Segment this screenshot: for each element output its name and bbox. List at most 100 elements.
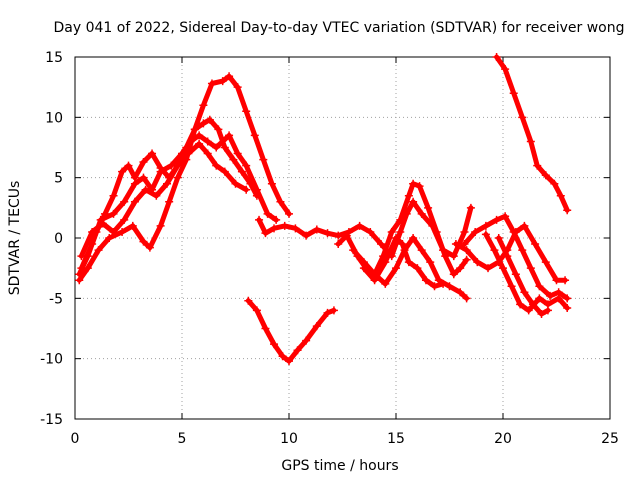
data-point — [263, 209, 272, 218]
data-point — [366, 227, 375, 236]
data-point — [242, 185, 251, 194]
data-point — [430, 282, 439, 291]
data-point — [392, 264, 400, 273]
data-point — [426, 258, 435, 267]
data-point — [473, 258, 482, 267]
data-point — [456, 264, 465, 273]
data-point — [445, 282, 454, 291]
data-point — [323, 308, 332, 317]
data-point — [409, 234, 418, 242]
data-point — [156, 167, 165, 176]
data-point — [528, 300, 537, 309]
y-tick-label: -15 — [40, 412, 63, 428]
data-point — [404, 191, 413, 200]
data-point — [413, 264, 422, 273]
data-point — [526, 137, 535, 146]
y-tick-label: -5 — [49, 291, 63, 307]
data-point — [278, 352, 287, 361]
series-line — [453, 223, 568, 283]
series-line — [78, 117, 260, 259]
data-point — [561, 276, 570, 285]
data-point — [563, 294, 572, 303]
data-point — [302, 336, 311, 345]
data-point — [471, 227, 480, 236]
data-point — [424, 203, 433, 212]
data-point — [94, 246, 103, 255]
series-line — [256, 199, 474, 259]
data-point — [139, 157, 148, 166]
data-point — [441, 252, 450, 261]
data-point — [139, 237, 148, 246]
data-point — [220, 143, 229, 152]
data-point — [120, 215, 129, 224]
data-point — [520, 221, 529, 230]
x-tick-label: 10 — [280, 431, 298, 447]
data-point — [124, 161, 133, 170]
data-point — [501, 65, 510, 74]
data-point — [342, 231, 351, 240]
data-point — [252, 191, 261, 200]
data-point — [520, 288, 529, 297]
y-tick-label: -10 — [40, 352, 63, 368]
x-tick-label: 20 — [494, 431, 512, 447]
data-point — [535, 282, 544, 291]
data-point — [533, 161, 542, 170]
data-point — [396, 227, 405, 236]
data-point — [141, 185, 150, 194]
data-point — [490, 246, 499, 255]
data-point — [462, 255, 471, 264]
data-point — [214, 125, 223, 134]
data-point — [462, 294, 471, 303]
data-point — [276, 197, 285, 206]
data-point — [220, 167, 229, 176]
data-point — [203, 149, 212, 158]
data-point — [291, 224, 300, 233]
data-point — [130, 179, 139, 188]
data-point — [543, 306, 552, 315]
data-point — [145, 243, 154, 252]
data-point — [280, 221, 289, 230]
data-point — [541, 258, 550, 267]
y-axis-label: SDTVAR / TECUs — [7, 181, 23, 296]
data-point — [355, 221, 364, 230]
data-point — [415, 182, 424, 191]
data-point — [421, 276, 430, 285]
data-point — [83, 264, 92, 273]
x-tick-label: 25 — [601, 431, 619, 447]
y-tick-label: 5 — [54, 171, 63, 187]
x-tick-label: 5 — [178, 431, 187, 447]
x-tick-label: 0 — [71, 431, 80, 447]
data-point — [261, 324, 270, 333]
data-point — [554, 294, 563, 303]
data-point — [518, 113, 527, 122]
data-point — [409, 179, 418, 188]
x-axis-label: GPS time / hours — [281, 458, 398, 474]
data-point — [541, 171, 550, 180]
data-point — [233, 149, 242, 158]
data-point — [524, 306, 533, 315]
data-point — [518, 246, 527, 255]
y-tick-label: 0 — [54, 231, 63, 247]
data-point — [195, 139, 204, 148]
series-arc-12 — [481, 230, 572, 315]
data-point — [334, 240, 343, 249]
data-point — [75, 276, 84, 285]
data-point — [148, 149, 157, 158]
data-point — [537, 310, 546, 319]
series-layer — [75, 53, 572, 366]
series-arc-11 — [460, 212, 572, 303]
data-point — [109, 209, 118, 218]
data-point — [563, 206, 572, 215]
data-point — [481, 230, 490, 239]
data-point — [190, 125, 199, 134]
data-point — [77, 252, 86, 261]
data-point — [349, 246, 358, 255]
data-point — [381, 258, 390, 267]
data-point — [509, 227, 518, 236]
data-point — [242, 107, 251, 116]
data-point — [212, 161, 221, 170]
y-tick-label: 10 — [45, 110, 63, 126]
data-point — [449, 252, 458, 261]
data-point — [409, 197, 418, 206]
data-point — [312, 322, 321, 331]
